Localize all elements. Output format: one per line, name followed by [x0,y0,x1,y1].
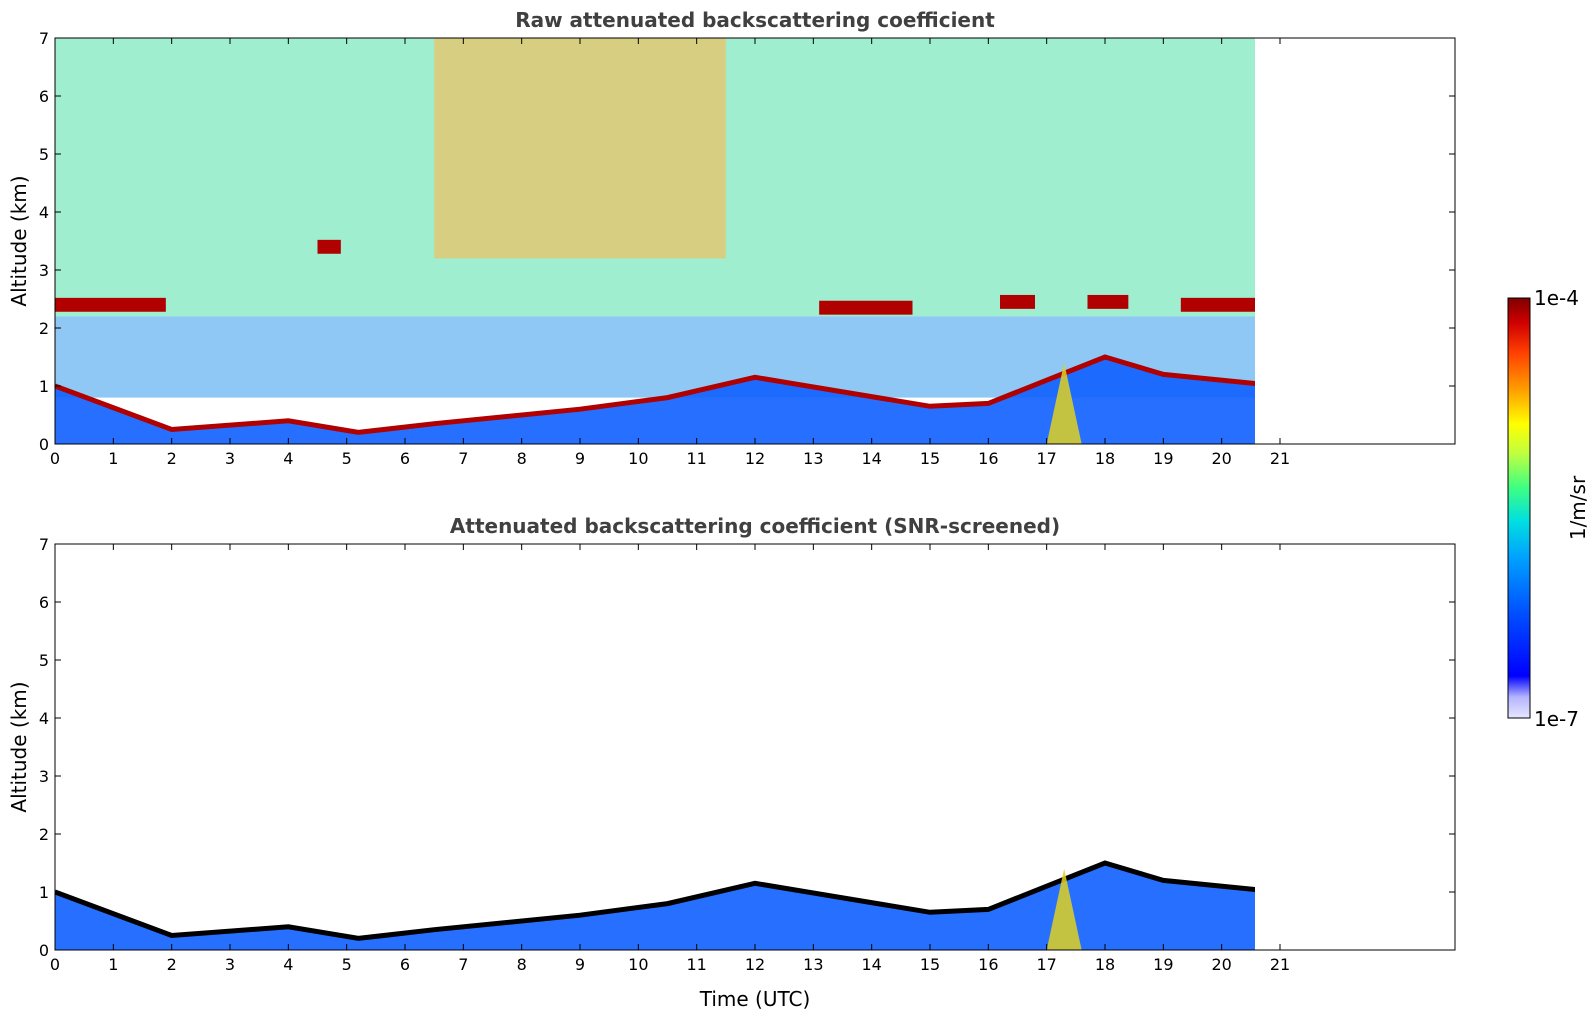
x-tick-label: 17 [1036,955,1056,974]
x-tick-label: 20 [1211,449,1231,468]
x-tick-label: 7 [458,449,468,468]
x-tick-label: 1 [108,449,118,468]
y-tick-label: 3 [39,261,49,280]
x-tick-label: 12 [745,955,765,974]
panel-raw-ylabel: Altitude (km) [7,175,31,306]
panel-screened-title: Attenuated backscattering coefficient (S… [450,514,1060,538]
panel-raw: Raw attenuated backscattering coefficien… [7,8,1456,468]
x-tick-label: 7 [458,955,468,974]
boundary-layer-top [55,354,1255,435]
x-tick-label: 3 [225,449,235,468]
x-tick-label: 9 [575,449,585,468]
y-tick-label: 4 [39,709,49,728]
cloud-layer [55,297,166,312]
panel-screened-xlabel: Time (UTC) [699,987,811,1011]
x-tick-label: 1 [108,955,118,974]
panel-raw-title: Raw attenuated backscattering coefficien… [515,8,995,32]
y-tick-label: 1 [39,883,49,902]
x-tick-label: 2 [167,449,177,468]
boundary-layer-top [55,860,1255,941]
x-tick-label: 13 [803,449,823,468]
y-tick-label: 7 [39,29,49,48]
x-tick-label: 21 [1270,449,1290,468]
x-tick-label: 8 [517,955,527,974]
x-tick-label: 16 [978,955,998,974]
x-tick-label: 11 [686,955,706,974]
y-tick-label: 6 [39,593,49,612]
x-tick-label: 4 [283,955,293,974]
x-tick-label: 11 [686,449,706,468]
x-tick-label: 0 [50,449,60,468]
y-tick-label: 7 [39,535,49,554]
x-tick-label: 18 [1095,449,1115,468]
x-tick-label: 19 [1153,955,1173,974]
y-tick-label: 0 [39,435,49,454]
panel-raw-x-ticks: 0 1 2 3 4 5 6 7 8 9 10 11 12 13 14 15 16 17 18 19 20 21 [50,38,1290,468]
x-tick-label: 0 [50,955,60,974]
x-tick-label: 2 [167,955,177,974]
colorbar-gradient [1507,297,1531,719]
x-tick-label: 5 [342,449,352,468]
y-tick-label: 6 [39,87,49,106]
x-tick-label: 16 [978,449,998,468]
y-tick-label: 3 [39,767,49,786]
panel-screened-ylabel: Altitude (km) [7,681,31,812]
panel-screened-heatmap [55,860,1255,950]
panel-screened: Attenuated backscattering coefficient (S… [7,514,1456,1011]
panel-screened-x-ticks: 0 1 2 3 4 5 6 7 8 9 10 11 12 13 14 15 16 17 18 19 20 21 [50,544,1290,974]
cloud-layer [1000,294,1035,309]
plume [1046,362,1082,444]
x-tick-label: 14 [861,449,881,468]
y-tick-label: 4 [39,203,49,222]
x-tick-label: 9 [575,955,585,974]
panel-screened-y-ticks: 0 1 2 3 4 5 6 7 [39,535,1455,960]
x-tick-label: 15 [920,449,940,468]
y-tick-label: 1 [39,377,49,396]
x-tick-label: 15 [920,955,940,974]
y-tick-label: 5 [39,145,49,164]
colorbar: 1e-4 1e-7 1/m/sr [1507,286,1590,731]
x-tick-label: 14 [861,955,881,974]
cloud-layer [1180,297,1255,312]
colorbar-unit-label: 1/m/sr [1566,475,1590,540]
x-tick-label: 10 [628,449,648,468]
x-tick-label: 5 [342,955,352,974]
x-tick-label: 3 [225,955,235,974]
cloud-layer [317,239,341,254]
x-tick-label: 6 [400,449,410,468]
x-tick-label: 10 [628,955,648,974]
noise-field-warm [434,38,726,259]
colorbar-min-label: 1e-7 [1534,707,1579,731]
x-tick-label: 6 [400,955,410,974]
x-tick-label: 19 [1153,449,1173,468]
boundary-layer [55,863,1255,950]
plume [1046,868,1082,950]
x-tick-label: 18 [1095,955,1115,974]
colorbar-max-label: 1e-4 [1534,286,1579,310]
x-tick-label: 8 [517,449,527,468]
x-tick-label: 20 [1211,955,1231,974]
y-tick-label: 2 [39,319,49,338]
x-tick-label: 4 [283,449,293,468]
x-tick-label: 12 [745,449,765,468]
x-tick-label: 21 [1270,955,1290,974]
cloud-layer [819,300,913,315]
y-tick-label: 2 [39,825,49,844]
x-tick-label: 17 [1036,449,1056,468]
y-tick-label: 5 [39,651,49,670]
x-tick-label: 13 [803,955,823,974]
y-tick-label: 0 [39,941,49,960]
panel-raw-heatmap [55,38,1255,444]
cloud-layer [1087,294,1129,309]
panel-raw-y-ticks: 0 1 2 3 4 5 6 7 [39,29,1455,454]
